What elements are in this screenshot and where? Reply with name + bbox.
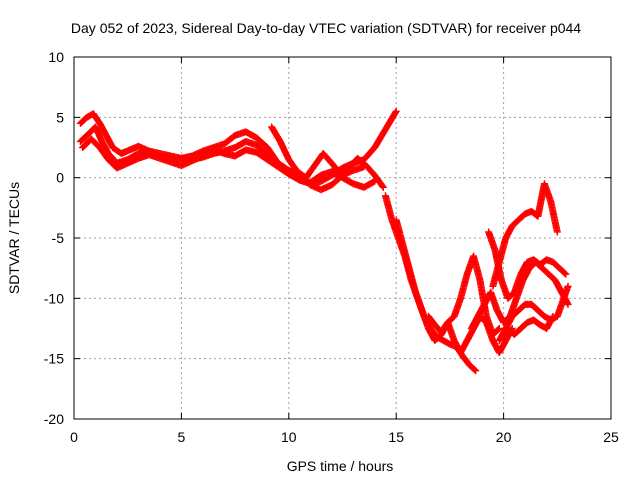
- y-tick-label: -5: [52, 230, 65, 246]
- y-axis: -20 -15 -10 -5 0 5 10: [44, 49, 611, 427]
- x-axis: 0 5 10 15 20 25: [70, 57, 619, 445]
- x-tick-label: 25: [603, 429, 619, 445]
- data-point: [562, 270, 570, 278]
- x-tick-label: 0: [70, 429, 78, 445]
- series-track-c: [79, 135, 379, 191]
- y-tick-label: -15: [44, 351, 64, 367]
- data-point: [378, 182, 386, 190]
- series-track-l: [504, 312, 557, 339]
- y-tick-label: 10: [48, 49, 64, 65]
- x-tick-label: 15: [388, 429, 404, 445]
- data-point: [495, 325, 503, 332]
- data-points: [76, 107, 572, 375]
- data-point: [564, 282, 572, 290]
- chart-title: Day 052 of 2023, Sidereal Day-to-day VTE…: [71, 20, 581, 36]
- data-point: [379, 183, 387, 191]
- x-tick-label: 5: [178, 429, 186, 445]
- y-tick-label: 0: [56, 170, 64, 186]
- data-point: [549, 312, 557, 320]
- data-point: [472, 367, 480, 375]
- data-point: [561, 269, 569, 277]
- series-track-f: [392, 216, 516, 357]
- y-axis-label: SDTVAR / TECUs: [6, 182, 22, 294]
- data-point: [391, 109, 399, 117]
- grid: [74, 57, 611, 419]
- data-point: [553, 228, 561, 236]
- x-tick-label: 10: [281, 429, 297, 445]
- data-point: [494, 326, 502, 334]
- data-point: [392, 107, 400, 115]
- series-track-d: [268, 123, 387, 191]
- x-tick-label: 20: [496, 429, 512, 445]
- y-tick-label: -10: [44, 290, 64, 306]
- y-tick-label: 5: [56, 109, 64, 125]
- series-track-k: [489, 180, 561, 290]
- x-axis-label: GPS time / hours: [287, 458, 394, 474]
- y-tick-label: -20: [44, 411, 64, 427]
- data-point: [564, 300, 572, 308]
- data-point: [471, 366, 479, 374]
